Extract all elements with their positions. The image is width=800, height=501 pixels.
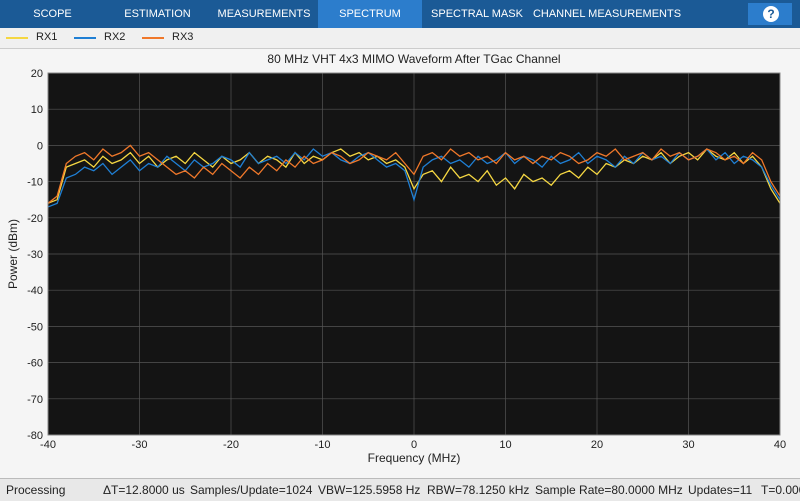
- x-tick-label: 40: [774, 439, 786, 451]
- status-item: Updates=11: [688, 483, 753, 497]
- tab[interactable]: SPECTRUM: [318, 0, 422, 28]
- status-item: RBW=78.1250 kHz: [427, 483, 530, 497]
- help-icon[interactable]: ?: [763, 6, 779, 22]
- legend-swatch: [142, 37, 164, 39]
- y-tick-label: -20: [27, 213, 43, 225]
- x-tick-label: 10: [499, 439, 511, 451]
- tab[interactable]: CHANNEL MEASUREMENTS: [532, 8, 682, 20]
- status-item: Samples/Update=1024: [190, 483, 313, 497]
- tab[interactable]: ESTIMATION: [124, 8, 191, 20]
- x-tick-label: 0: [411, 439, 417, 451]
- legend-label[interactable]: RX1: [36, 31, 58, 43]
- y-axis-label: Power (dBm): [6, 219, 20, 289]
- y-tick-label: -10: [27, 177, 43, 189]
- legend-label[interactable]: RX2: [104, 31, 126, 43]
- y-tick-label: -70: [27, 394, 43, 406]
- status-item: Processing: [6, 483, 66, 497]
- legend-swatch: [74, 37, 96, 39]
- y-tick-label: 10: [31, 104, 43, 116]
- help-button[interactable]: ?: [748, 3, 792, 25]
- y-tick-label: -80: [27, 430, 43, 442]
- x-tick-label: 20: [591, 439, 603, 451]
- y-tick-label: 0: [37, 140, 43, 152]
- status-item: ΔT=12.8000 us: [103, 483, 185, 497]
- status-item: VBW=125.5958 Hz: [318, 483, 421, 497]
- y-tick-label: -50: [27, 321, 43, 333]
- x-tick-label: -20: [223, 439, 239, 451]
- x-tick-label: -30: [132, 439, 148, 451]
- tab[interactable]: SPECTRAL MASK: [431, 8, 523, 20]
- plot-border: [47, 72, 781, 436]
- legend-label[interactable]: RX3: [172, 31, 194, 43]
- x-tick-label: 30: [682, 439, 694, 451]
- x-tick-label: -40: [40, 439, 56, 451]
- series-line: [47, 148, 781, 208]
- y-tick-label: -40: [27, 285, 43, 297]
- legend-swatch: [6, 37, 28, 39]
- toolbar: ? SCOPE ESTIMATION MEASUREMENTS SPECTRUM SPE…: [0, 0, 800, 28]
- tab[interactable]: MEASUREMENTS: [217, 8, 311, 20]
- x-tick-label: -10: [315, 439, 331, 451]
- legend: RX1 RX2 RX3: [0, 28, 800, 49]
- status-bar: Processing ΔT=12.8000 us Samples/Update=10…: [0, 478, 800, 501]
- chart-title: 80 MHz VHT 4x3 MIMO Waveform After TGac …: [267, 52, 560, 66]
- series-line: [47, 144, 781, 204]
- y-tick-label: 20: [31, 68, 43, 80]
- y-tick-label: -60: [27, 358, 43, 370]
- tab[interactable]: SCOPE: [33, 8, 72, 20]
- status-item: T=0.000: [761, 483, 800, 497]
- y-tick-label: -30: [27, 249, 43, 261]
- status-item: Sample Rate=80.0000 MHz: [535, 483, 683, 497]
- chart: 80 MHz VHT 4x3 MIMO Waveform After TGac …: [6, 52, 786, 465]
- x-axis-label: Frequency (MHz): [368, 451, 461, 465]
